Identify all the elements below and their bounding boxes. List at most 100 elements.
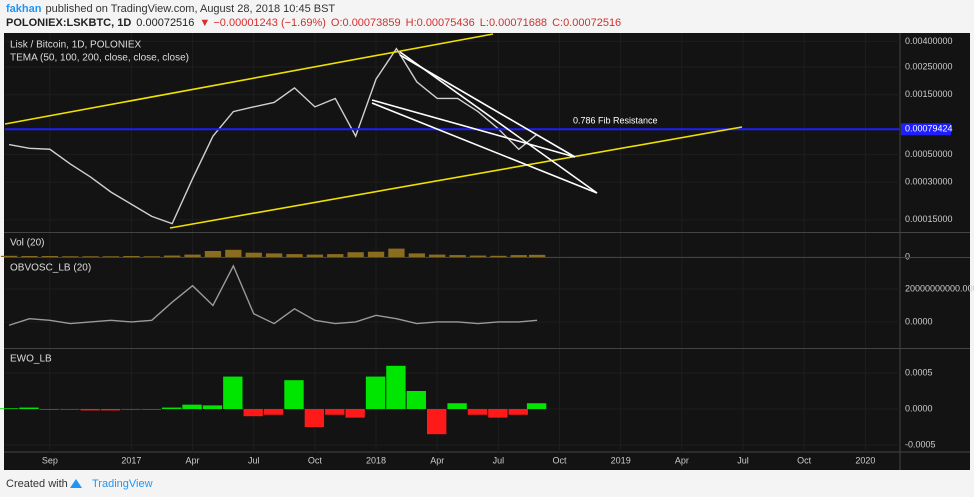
symbol: POLONIEX:LSKBTC, 1D xyxy=(6,17,131,29)
volume-bar xyxy=(62,256,79,257)
y-tick-label: 0.00400000 xyxy=(905,36,953,46)
channel-upper xyxy=(4,33,494,125)
y-tick-label: 0.00250000 xyxy=(905,61,953,71)
panel-title: Lisk / Bitcoin, 1D, POLONIEX xyxy=(10,40,141,51)
last: 0.00072516 xyxy=(136,17,194,29)
volume-bar xyxy=(388,248,405,257)
plot: Sep 2017 Apr Jul Oct 2018 Apr Jul Oct 2019 Apr Jul O… xyxy=(0,33,974,465)
close: C:0.00072516 xyxy=(552,17,621,29)
histogram-bar xyxy=(325,408,345,415)
histogram-bar xyxy=(19,407,39,409)
panel-title: Vol (20) xyxy=(10,238,44,249)
wedge-line xyxy=(371,99,576,158)
x-tick-label: Apr xyxy=(675,455,689,465)
series-line xyxy=(8,264,538,326)
x-tick-label: 2018 xyxy=(366,455,386,465)
histogram-bar xyxy=(121,408,141,410)
histogram-bar xyxy=(427,408,447,435)
volume-bar xyxy=(528,254,546,257)
volume-bar xyxy=(41,256,59,257)
change: ▼ −0.00001243 (−1.69%) xyxy=(199,17,325,29)
histogram-bar xyxy=(243,408,263,417)
histogram-bar xyxy=(263,408,284,415)
histogram-bar xyxy=(80,408,100,411)
footer-brand[interactable]: TradingView xyxy=(92,478,153,490)
volume-bar xyxy=(469,255,487,257)
volume-bar xyxy=(306,254,324,257)
volume-bar xyxy=(225,249,242,257)
histogram-bar xyxy=(386,365,406,409)
published: published on TradingView.com, August 28,… xyxy=(45,3,335,15)
histogram-bar xyxy=(467,408,488,415)
x-tick-label: 2017 xyxy=(121,455,141,465)
histogram-bar xyxy=(365,376,386,409)
histogram-bar xyxy=(202,405,223,409)
wedge-line xyxy=(399,54,576,158)
histogram-bar xyxy=(284,380,304,409)
header-line: fakhan published on TradingView.com, Augu… xyxy=(6,3,335,15)
histogram-bar xyxy=(39,408,60,410)
high: H:0.00075436 xyxy=(406,17,475,29)
x-tick-label: Sep xyxy=(42,455,58,465)
y-tick-label: 0.0005 xyxy=(905,367,933,377)
x-tick-label: Apr xyxy=(430,455,444,465)
histogram-bar xyxy=(304,408,325,428)
channel-lower xyxy=(169,126,743,229)
histogram-bar xyxy=(406,390,426,409)
panel-title: EWO_LB xyxy=(10,354,52,365)
histogram-bar xyxy=(508,408,528,415)
histogram-bar xyxy=(60,408,80,410)
y-tick-label: 0.0000 xyxy=(905,316,933,326)
brand-logo xyxy=(70,479,82,488)
y-tick-label: 0.00050000 xyxy=(905,149,953,159)
y-tick-label: -0.0005 xyxy=(905,439,936,449)
volume-bar xyxy=(265,253,283,257)
annotation: 0.786 Fib Resistance xyxy=(573,116,658,126)
histogram-bar xyxy=(488,408,508,418)
x-tick-label: 2019 xyxy=(611,455,631,465)
histogram-bar xyxy=(161,407,182,409)
x-tick-label: Jul xyxy=(737,455,749,465)
footer-created: Created with xyxy=(6,478,68,490)
indicator-label: TEMA (50, 100, 200, close, close, close) xyxy=(10,53,189,64)
author[interactable]: fakhan xyxy=(6,3,42,15)
histogram-bar xyxy=(0,408,19,409)
volume-bar xyxy=(347,252,364,257)
histogram-bar xyxy=(345,408,365,418)
y-tick-label: 0.00030000 xyxy=(905,177,953,187)
low: L:0.00071688 xyxy=(480,17,547,29)
open: O:0.00073859 xyxy=(331,17,401,29)
volume-bar xyxy=(286,254,303,257)
volume-bar xyxy=(0,255,18,257)
histogram-bar xyxy=(526,403,547,409)
volume-bar xyxy=(143,256,160,257)
series-line xyxy=(8,47,538,225)
y-tick-label: 0 xyxy=(905,251,910,261)
drawings xyxy=(4,33,743,229)
histogram-bar xyxy=(447,403,467,409)
volume-bar xyxy=(510,255,527,257)
x-tick-label: Oct xyxy=(308,455,323,465)
volume-bar xyxy=(21,256,38,257)
histogram-bar xyxy=(182,404,202,409)
x-tick-label: Apr xyxy=(186,455,200,465)
volume-bar xyxy=(184,254,201,257)
volume-bar xyxy=(102,256,120,257)
panel-title: OBVOSC_LB (20) xyxy=(10,263,91,274)
histogram-bar xyxy=(223,376,243,409)
volume-bar xyxy=(429,254,446,257)
volume-bar xyxy=(490,255,507,257)
volume-bar xyxy=(245,252,262,257)
price-label: 0.00079424 xyxy=(905,124,953,134)
x-tick-label: Oct xyxy=(797,455,812,465)
volume-bar xyxy=(164,255,181,257)
chart-background xyxy=(4,33,970,470)
volume-bar xyxy=(204,251,222,257)
histogram-bar xyxy=(100,408,121,411)
x-tick-label: Jul xyxy=(493,455,505,465)
volume-bar xyxy=(327,254,344,257)
x-tick-label: Jul xyxy=(248,455,260,465)
y-tick-label: 0.00015000 xyxy=(905,214,953,224)
price-marker xyxy=(901,123,951,136)
wedge-line xyxy=(371,102,598,194)
